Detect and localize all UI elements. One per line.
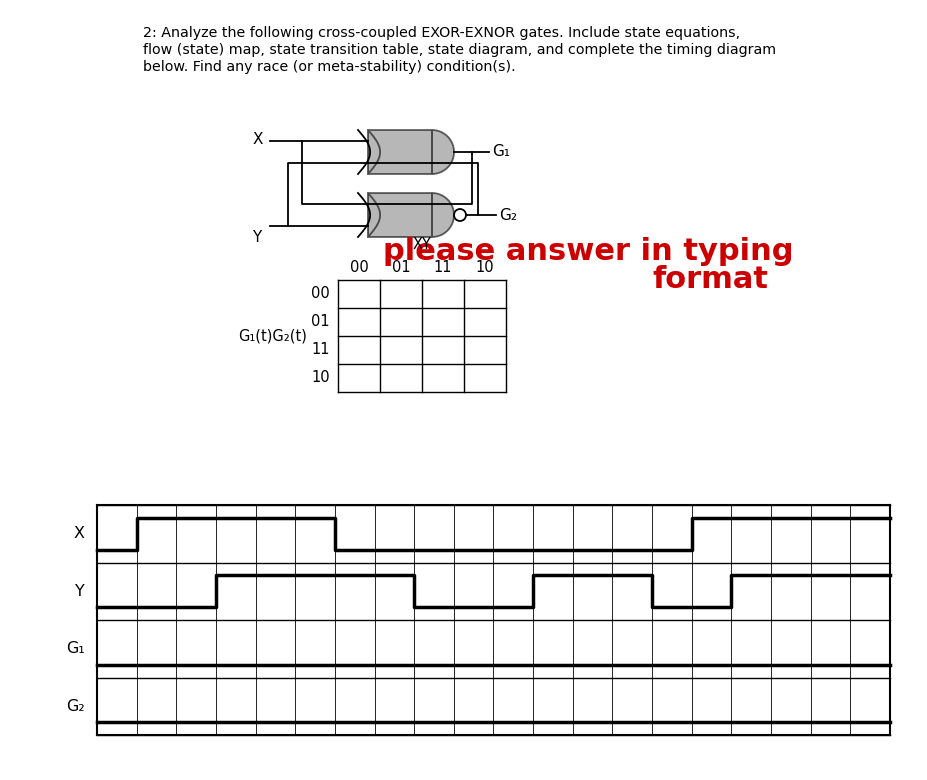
Text: 10: 10 xyxy=(476,261,494,275)
Text: 11: 11 xyxy=(434,261,452,275)
Text: X: X xyxy=(252,132,263,147)
Text: 01: 01 xyxy=(311,314,330,329)
Text: format: format xyxy=(652,265,768,295)
Polygon shape xyxy=(368,130,454,174)
Text: G₁: G₁ xyxy=(66,641,85,656)
Text: below. Find any race (or meta-stability) condition(s).: below. Find any race (or meta-stability)… xyxy=(143,60,515,74)
Text: 10: 10 xyxy=(311,370,330,385)
Text: 01: 01 xyxy=(392,261,411,275)
Text: 11: 11 xyxy=(311,342,330,357)
Text: G₂: G₂ xyxy=(67,699,85,714)
Text: 00: 00 xyxy=(311,286,330,302)
Text: flow (state) map, state transition table, state diagram, and complete the timing: flow (state) map, state transition table… xyxy=(143,43,776,57)
Text: XY: XY xyxy=(413,237,431,252)
Text: G₁(t)G₂(t): G₁(t)G₂(t) xyxy=(238,328,308,343)
Polygon shape xyxy=(368,193,454,237)
Text: Y: Y xyxy=(75,583,85,599)
Text: 2: Analyze the following cross-coupled EXOR-EXNOR gates. Include state equations: 2: Analyze the following cross-coupled E… xyxy=(143,26,740,40)
Text: G₂: G₂ xyxy=(499,207,517,222)
Text: X: X xyxy=(74,526,85,541)
Text: please answer in typing: please answer in typing xyxy=(383,237,794,267)
Text: 00: 00 xyxy=(349,261,368,275)
Text: G₁: G₁ xyxy=(492,144,510,159)
Text: Y: Y xyxy=(252,231,261,246)
